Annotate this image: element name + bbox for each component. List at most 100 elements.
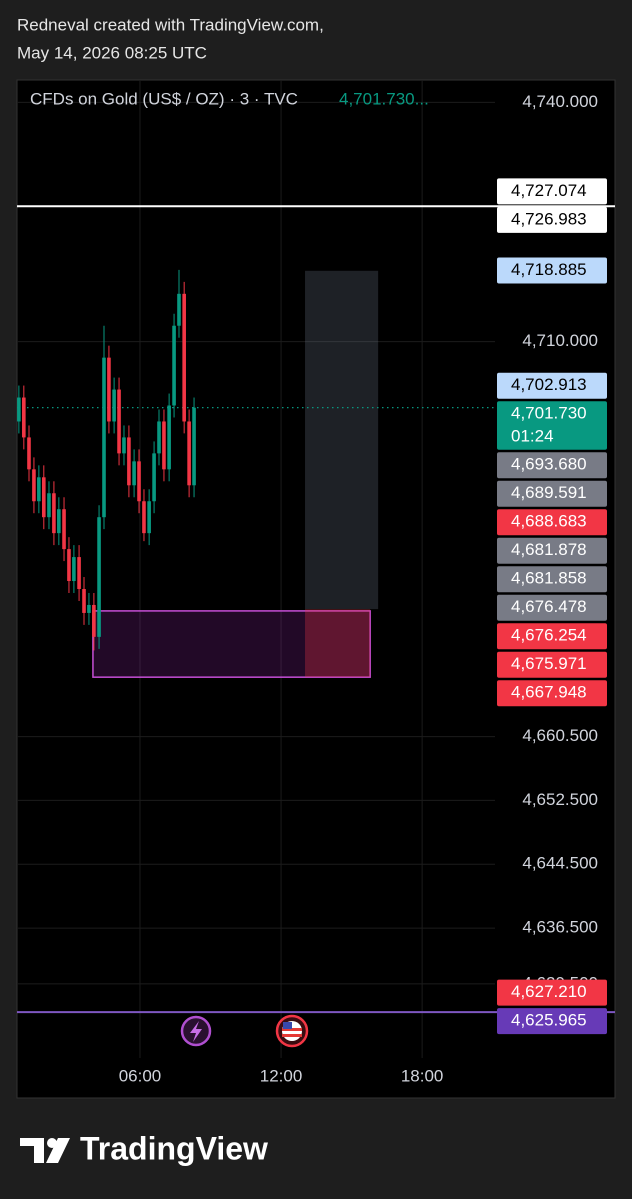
candle-body <box>52 493 56 534</box>
candle-body <box>42 477 46 518</box>
price-badge <box>497 680 607 707</box>
price-badge <box>497 509 607 536</box>
candle-body <box>107 357 111 422</box>
event-icon[interactable] <box>180 1015 212 1047</box>
price-badge <box>497 651 607 678</box>
price-badge <box>497 257 607 284</box>
price-badge-label: 4,689.591 <box>511 483 587 502</box>
price-badge-label: 4,675.971 <box>511 654 587 673</box>
legend-last: 4,701.730... <box>339 89 429 108</box>
footer-brand: TradingView <box>80 1130 268 1166</box>
candle-body <box>47 493 51 518</box>
zone <box>305 270 379 610</box>
y-tick-label: 4,740.000 <box>522 92 598 111</box>
price-badge-label: 4,627.210 <box>511 982 587 1001</box>
candle-body <box>172 325 176 406</box>
candle-body <box>87 604 91 613</box>
flag-stripe <box>282 1028 302 1031</box>
header-line: May 14, 2026 08:25 UTC <box>17 43 207 62</box>
price-badge-label: 4,726.983 <box>511 209 587 228</box>
zone <box>92 610 371 678</box>
candle-body <box>112 389 116 422</box>
y-tick-label: 4,644.500 <box>522 854 598 873</box>
price-badge-label: 4,681.878 <box>511 540 587 559</box>
legend-symbol: CFDs on Gold (US$ / OZ) · 3 · TVC <box>30 89 298 108</box>
candle-body <box>97 517 101 637</box>
candle-body <box>167 405 171 470</box>
price-badge <box>497 178 607 205</box>
price-badge-label: 4,727.074 <box>511 181 587 200</box>
price-badge <box>497 206 607 233</box>
price-badge <box>497 1008 607 1035</box>
candle-body <box>192 407 196 486</box>
y-tick-label: 4,652.500 <box>522 790 598 809</box>
candle-body <box>127 437 131 486</box>
candle-body <box>17 397 21 422</box>
candle-body <box>142 501 146 534</box>
candle-body <box>57 509 61 534</box>
price-badge-label: 4,676.254 <box>511 626 587 645</box>
x-tick-label: 18:00 <box>401 1066 444 1085</box>
x-tick-label: 06:00 <box>119 1066 162 1085</box>
candle-body <box>92 604 96 637</box>
candle-body <box>187 421 191 486</box>
price-badge <box>497 623 607 650</box>
logo-part <box>20 1138 44 1163</box>
header-line: Redneval created with TradingView.com, <box>17 15 324 34</box>
candle-body <box>27 437 31 470</box>
price-badge <box>497 979 607 1006</box>
price-badge-label: 4,693.680 <box>511 455 587 474</box>
candle-body <box>67 549 71 582</box>
candle-body <box>122 437 126 454</box>
candle-body <box>82 589 86 613</box>
candle-body <box>152 453 156 502</box>
candles-layer <box>17 269 196 651</box>
price-badge-label: 4,718.885 <box>511 260 587 279</box>
candle-body <box>137 461 141 502</box>
footer-logo <box>20 1138 70 1163</box>
candle-body <box>147 501 151 534</box>
candle-body <box>77 557 81 589</box>
candle-body <box>117 389 121 454</box>
y-tick-label: 4,660.500 <box>522 726 598 745</box>
flag-canton <box>283 1022 292 1029</box>
countdown: 01:24 <box>511 427 554 446</box>
candle-body <box>22 397 26 438</box>
badges-layer: 4,727.074 4,726.983 4,718.885 4,702.913 4,70… <box>497 178 607 1035</box>
price-badge <box>497 452 607 479</box>
lightning-glyph <box>190 1021 202 1042</box>
price-badge-label: 4,667.948 <box>511 683 587 702</box>
price-badge-label: 4,688.683 <box>511 512 587 531</box>
y-tick-label: 4,636.500 <box>522 918 598 937</box>
candle-body <box>132 461 136 486</box>
price-badge-label: 4,702.913 <box>511 375 587 394</box>
y-tick-label: 4,710.000 <box>522 331 598 350</box>
event-icon[interactable] <box>275 1014 309 1048</box>
price-badge-label: 4,676.478 <box>511 597 587 616</box>
zone <box>305 609 371 678</box>
logo-part <box>46 1138 70 1163</box>
candle-body <box>177 293 181 326</box>
flag-stripe <box>282 1034 302 1037</box>
candle-body <box>102 357 106 518</box>
x-tick-label: 12:00 <box>260 1066 303 1085</box>
candle-body <box>62 509 66 550</box>
price-badge-label: 4,681.858 <box>511 569 587 588</box>
price-badge-label: 4,701.730 <box>511 404 587 423</box>
candle-body <box>162 421 166 470</box>
candle-body <box>72 557 76 582</box>
candle-body <box>32 469 36 502</box>
price-badge <box>497 537 607 564</box>
price-badge <box>497 372 607 399</box>
grid-layer <box>17 80 495 1058</box>
price-badge-label: 4,625.965 <box>511 1011 587 1030</box>
price-badge <box>497 480 607 507</box>
candle-body <box>157 421 161 454</box>
candle-body <box>182 293 186 422</box>
price-badge <box>497 566 607 593</box>
price-badge <box>497 594 607 621</box>
zones-layer <box>92 270 379 678</box>
price-badge <box>497 401 607 450</box>
